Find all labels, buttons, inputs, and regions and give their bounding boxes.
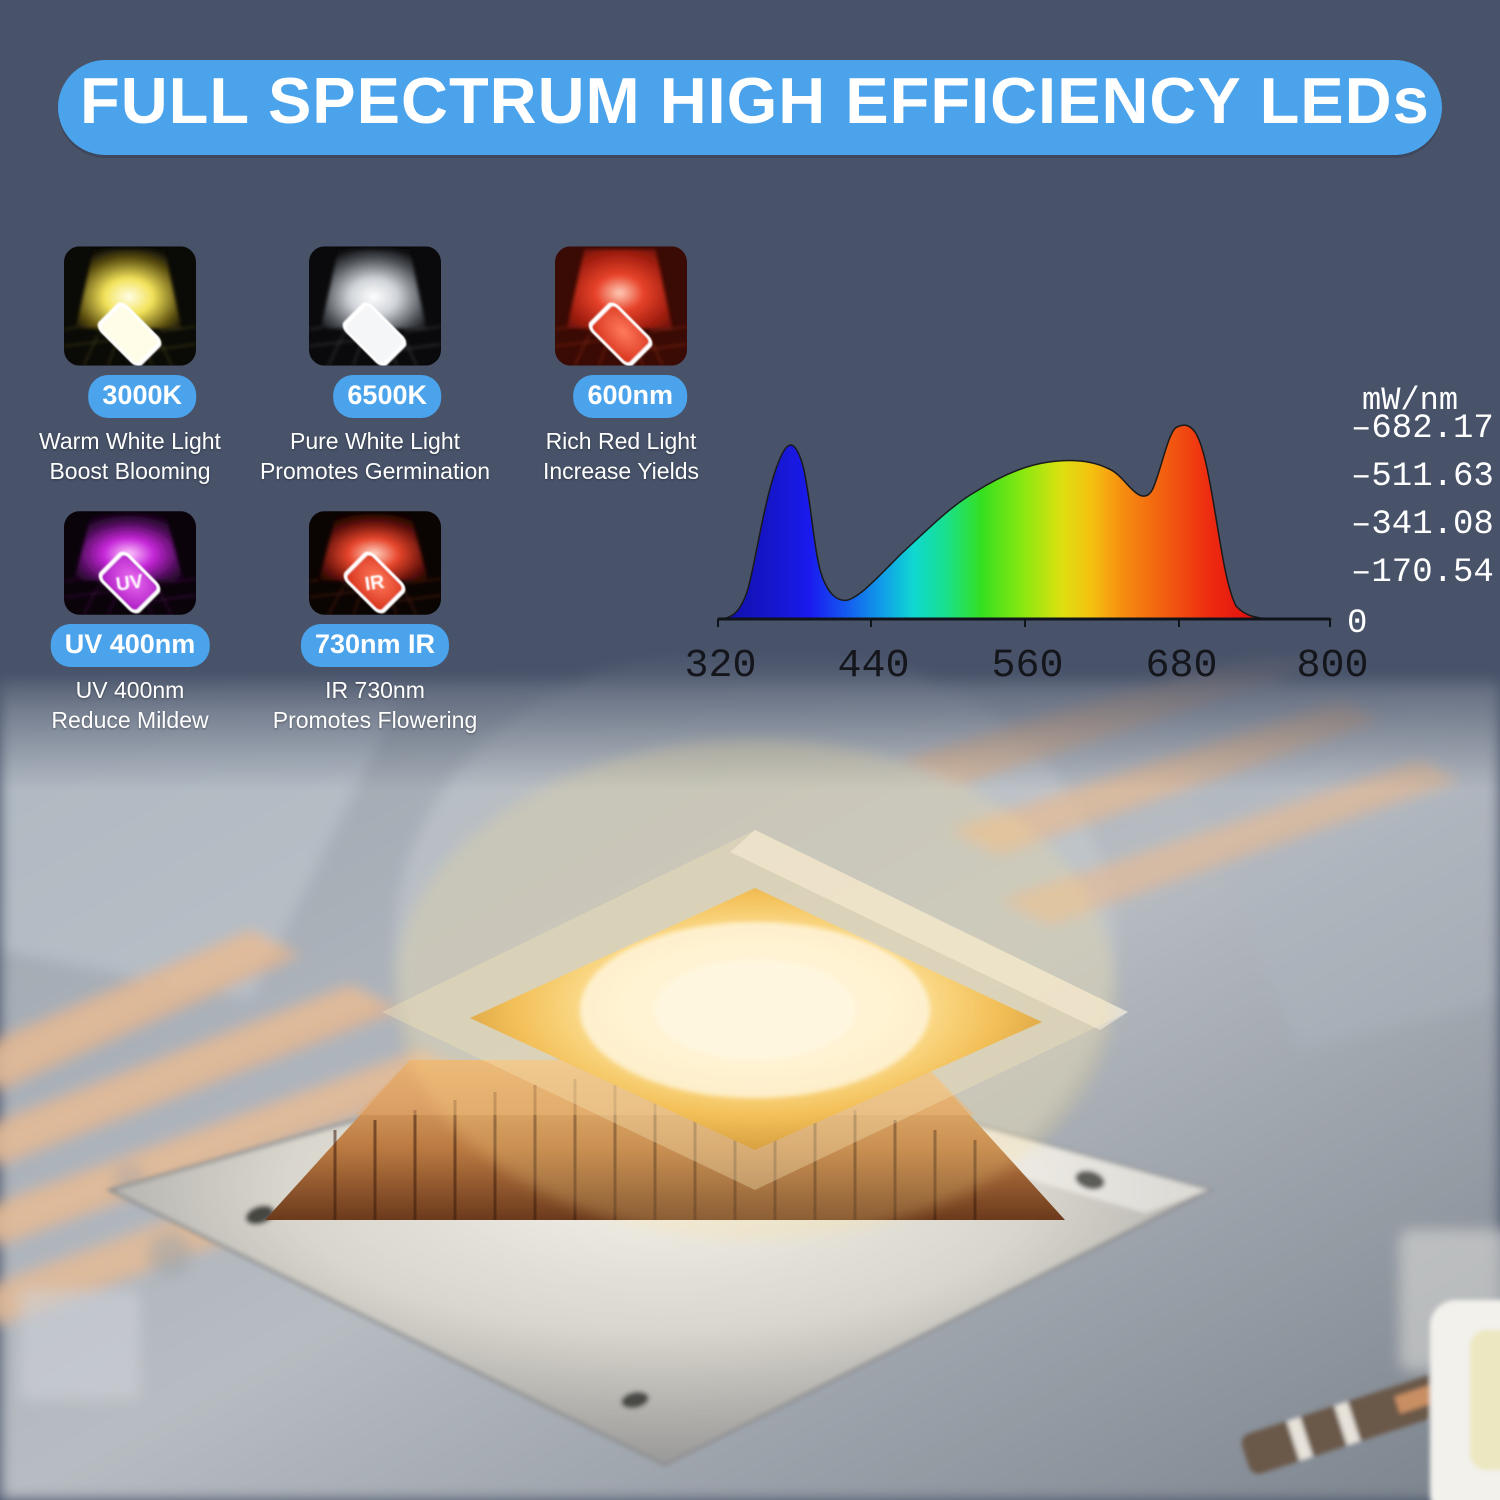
svg-text:UV: UV bbox=[115, 571, 145, 597]
svg-text:IR: IR bbox=[363, 571, 385, 596]
